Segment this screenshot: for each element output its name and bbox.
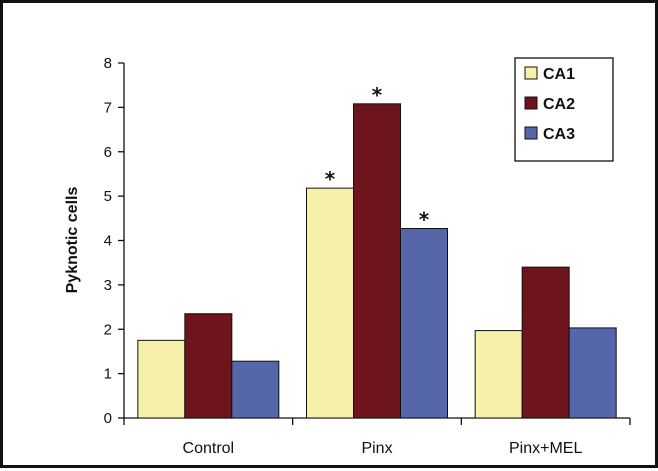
legend-label-ca1: CA1 (543, 66, 575, 83)
x-category-label: Pinx (361, 440, 392, 457)
y-tick-label: 3 (104, 277, 112, 294)
legend-label-ca2: CA2 (543, 96, 575, 113)
y-tick-label: 7 (104, 99, 112, 116)
bar-ca1-pinx-mel (474, 330, 523, 419)
bar-ca2-control (184, 313, 233, 419)
y-tick-label: 5 (104, 188, 112, 205)
y-tick-label: 8 (104, 55, 112, 72)
x-category-label: Control (183, 440, 235, 457)
bar-ca3-pinx (400, 228, 448, 419)
bar-chart: 0 1 2 3 4 5 6 7 8 Control * * * Pinx Pinx+MEL Pyknotic… (64, 55, 631, 457)
significance-marker: * (372, 83, 383, 107)
x-category-label: Pinx+MEL (509, 440, 582, 457)
legend: CA1 CA2 CA3 (514, 57, 614, 162)
legend-swatch-ca1 (524, 66, 538, 80)
y-tick-label: 6 (104, 144, 112, 161)
bars (137, 103, 617, 419)
legend-label-ca3: CA3 (543, 126, 575, 143)
labels: 0 1 2 3 4 5 6 7 8 Control * * * Pinx Pinx+MEL (104, 55, 583, 457)
significance-marker: * (325, 167, 336, 191)
y-tick-label: 4 (104, 233, 112, 250)
legend-swatch-ca3 (524, 126, 538, 140)
y-axis-label: Pyknotic cells (64, 187, 81, 294)
y-tick-label: 0 (104, 410, 112, 427)
y-tick-label: 1 (104, 366, 112, 383)
y-tick-label: 2 (104, 321, 112, 338)
bar-ca1-pinx (306, 187, 354, 419)
bar-ca2-pinx-mel (521, 266, 570, 419)
bar-ca2-pinx (353, 103, 401, 419)
significance-marker: * (419, 208, 430, 232)
bar-ca1-control (137, 339, 186, 419)
legend-swatch-ca2 (524, 96, 538, 110)
bar-ca3-pinx-mel (568, 327, 617, 419)
bar-ca3-control (231, 360, 280, 419)
